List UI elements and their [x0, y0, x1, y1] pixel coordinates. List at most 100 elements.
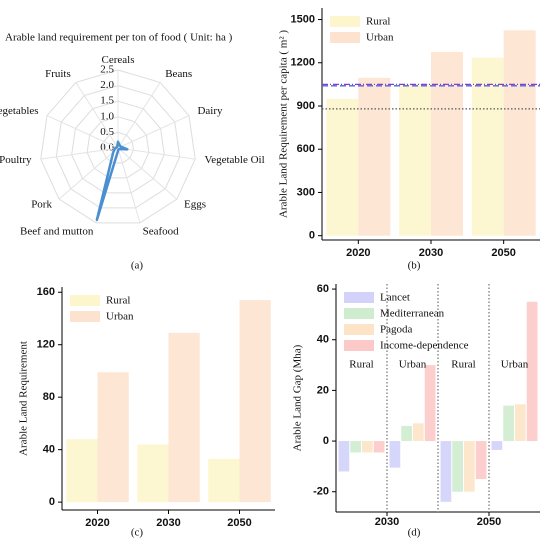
legend-swatch — [70, 311, 100, 322]
bar — [97, 372, 129, 503]
y-tick-label: 600 — [297, 143, 315, 155]
spoke — [75, 82, 119, 149]
legend-label: Income-dependence — [380, 340, 469, 352]
y-tick-label: 1500 — [291, 13, 315, 25]
bar — [362, 441, 373, 453]
category-label: Vegetable Oil — [204, 154, 264, 166]
legend-swatch — [344, 324, 374, 335]
grid-ring — [86, 116, 150, 179]
y-axis-label: Arable Land Requirement — [18, 341, 30, 456]
bar — [452, 441, 463, 492]
legend-label: Lancet — [380, 292, 410, 304]
bar — [413, 423, 424, 442]
bar — [464, 441, 475, 492]
y-tick-label: 300 — [297, 186, 315, 198]
category-label: Beans — [165, 68, 192, 80]
grid-ring — [102, 131, 134, 164]
r-tick-label: 2.0 — [100, 79, 114, 91]
y-tick-label: 120 — [37, 339, 55, 351]
legend-label: Rural — [366, 16, 390, 28]
legend-swatch — [344, 308, 374, 319]
y-tick-label: 1200 — [291, 57, 315, 69]
bar — [475, 441, 487, 480]
bar — [373, 441, 385, 453]
bar — [515, 404, 526, 442]
spoke — [40, 147, 119, 160]
x-tick-label: 2050 — [491, 247, 515, 259]
legend-label: Pagoda — [380, 324, 413, 336]
y-tick-label: 0 — [309, 230, 315, 242]
y-tick-label: 0 — [49, 496, 55, 508]
y-axis-label: Arable Land Gap (Mha) — [292, 344, 304, 451]
spoke — [117, 147, 196, 160]
y-tick-label: 60 — [317, 283, 329, 295]
category-label: Vegetables — [0, 105, 39, 117]
bar — [326, 98, 359, 236]
y-tick-label: 160 — [37, 286, 55, 298]
r-tick-label: 1.5 — [100, 95, 114, 107]
x-tick-label: 2030 — [156, 517, 180, 529]
bar — [208, 458, 240, 503]
bar — [239, 300, 271, 503]
category-label: Poultry — [0, 154, 32, 166]
x-tick-label: 2020 — [85, 517, 109, 529]
bar — [503, 30, 536, 236]
y-tick-label: 900 — [297, 100, 315, 112]
bar — [168, 332, 200, 503]
legend-label: Urban — [106, 311, 134, 323]
spoke — [117, 147, 178, 200]
x-tick-label: 2030 — [375, 516, 399, 528]
bar — [471, 57, 504, 236]
spoke — [58, 147, 119, 200]
legend-swatch — [330, 32, 360, 43]
legend-swatch — [330, 16, 360, 27]
bar — [137, 444, 169, 503]
legend-label: Urban — [366, 32, 394, 44]
legend-swatch — [70, 295, 100, 306]
grid-ring — [40, 69, 196, 224]
caption: (b) — [408, 260, 421, 272]
category-label: Cereals — [102, 54, 135, 66]
category-label: Seafood — [143, 225, 180, 237]
bar — [350, 441, 361, 453]
grid-ring — [71, 100, 165, 194]
bar — [399, 83, 431, 236]
bar — [526, 301, 538, 442]
y-tick-label: 40 — [317, 334, 329, 346]
bar — [440, 441, 452, 502]
bar — [389, 441, 401, 468]
x-tick-label: 2050 — [477, 516, 501, 528]
category-label: Rural — [349, 359, 373, 371]
y-tick-label: 40 — [43, 444, 55, 456]
x-tick-label: 2030 — [419, 247, 443, 259]
caption: (a) — [131, 260, 144, 272]
radar-line — [95, 140, 129, 222]
legend-swatch — [344, 340, 374, 351]
legend-swatch — [344, 292, 374, 303]
y-tick-label: -20 — [313, 486, 329, 498]
y-axis-label: Arable Land Requirement per capita ( m² … — [278, 30, 290, 218]
grid-ring — [55, 85, 181, 209]
category-label: Dairy — [197, 105, 223, 117]
r-tick-label: 2.5 — [100, 64, 114, 76]
spoke — [46, 115, 119, 149]
caption: (d) — [408, 527, 421, 539]
legend-label: Mediterranean — [380, 308, 445, 320]
bar — [358, 77, 391, 236]
chart-title: Arable land requirement per ton of food … — [5, 32, 233, 44]
category-label: Eggs — [184, 199, 206, 211]
spoke — [117, 147, 141, 223]
bar — [66, 439, 98, 503]
legend-label: Rural — [106, 295, 130, 307]
spoke — [117, 115, 190, 149]
category-label: Beef and mutton — [20, 225, 94, 237]
caption: (c) — [131, 527, 144, 539]
y-tick-label: 20 — [317, 384, 329, 396]
x-tick-label: 2050 — [227, 517, 251, 529]
bar — [491, 441, 503, 450]
x-tick-label: 2020 — [346, 247, 370, 259]
category-label: Pork — [31, 199, 52, 211]
spoke — [117, 82, 161, 149]
category-label: Fruits — [45, 68, 71, 80]
